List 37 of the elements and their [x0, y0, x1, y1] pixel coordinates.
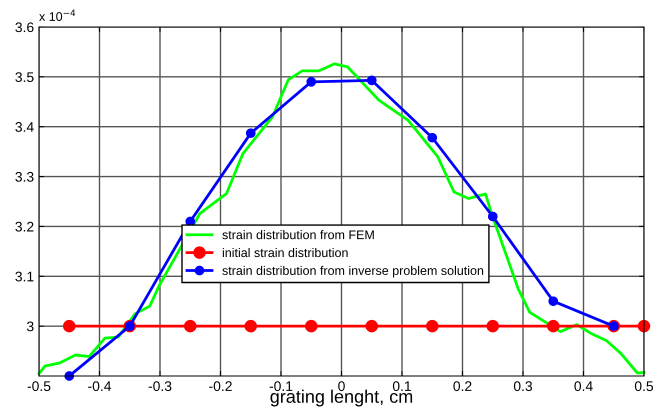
x-tick-label: 0: [338, 381, 345, 392]
point: [486, 320, 499, 332]
point: [488, 212, 498, 222]
point: [244, 320, 257, 332]
point: [306, 76, 316, 87]
point: [638, 320, 650, 332]
point: [548, 296, 558, 306]
legend-label: initial strain distribution: [222, 248, 348, 258]
text: x 10$^{−4}$: [39, 10, 76, 21]
point: [427, 132, 438, 143]
y-tick-label: 3.1: [15, 272, 34, 282]
point: [184, 320, 196, 332]
point: [426, 320, 438, 332]
legend-label: strain distribution from inverse problem solution: [222, 266, 484, 278]
x-tick-label: 0.4: [574, 381, 593, 392]
x-tick-label: -0.3: [148, 381, 172, 392]
x-tick-label: 0.5: [634, 381, 654, 392]
y-tick-label: 3.6: [15, 22, 34, 32]
y-tick-label: 3.5: [15, 72, 34, 82]
x-tick-label: -0.5: [28, 381, 50, 392]
x-tick-label: -0.2: [209, 381, 232, 392]
legend-label: strain distribution from FEM: [222, 230, 374, 240]
y-tick-label: 3.3: [15, 172, 34, 182]
point: [366, 75, 377, 86]
y-tick-label: 3.4: [15, 122, 34, 132]
x-tick-label: 0.3: [514, 381, 532, 392]
point: [305, 320, 318, 332]
point: [366, 320, 378, 332]
y-tick-label: 3.2: [15, 222, 34, 232]
point: [246, 128, 256, 138]
x-tick-label: 0.2: [453, 381, 472, 392]
x-tick-label: -0.4: [88, 381, 112, 392]
y-tick-label: 3: [26, 321, 34, 332]
x-tick-label: -0.1: [270, 381, 292, 392]
point: [63, 320, 76, 332]
point: [547, 320, 560, 332]
x-tick-label: 0.1: [392, 381, 411, 392]
